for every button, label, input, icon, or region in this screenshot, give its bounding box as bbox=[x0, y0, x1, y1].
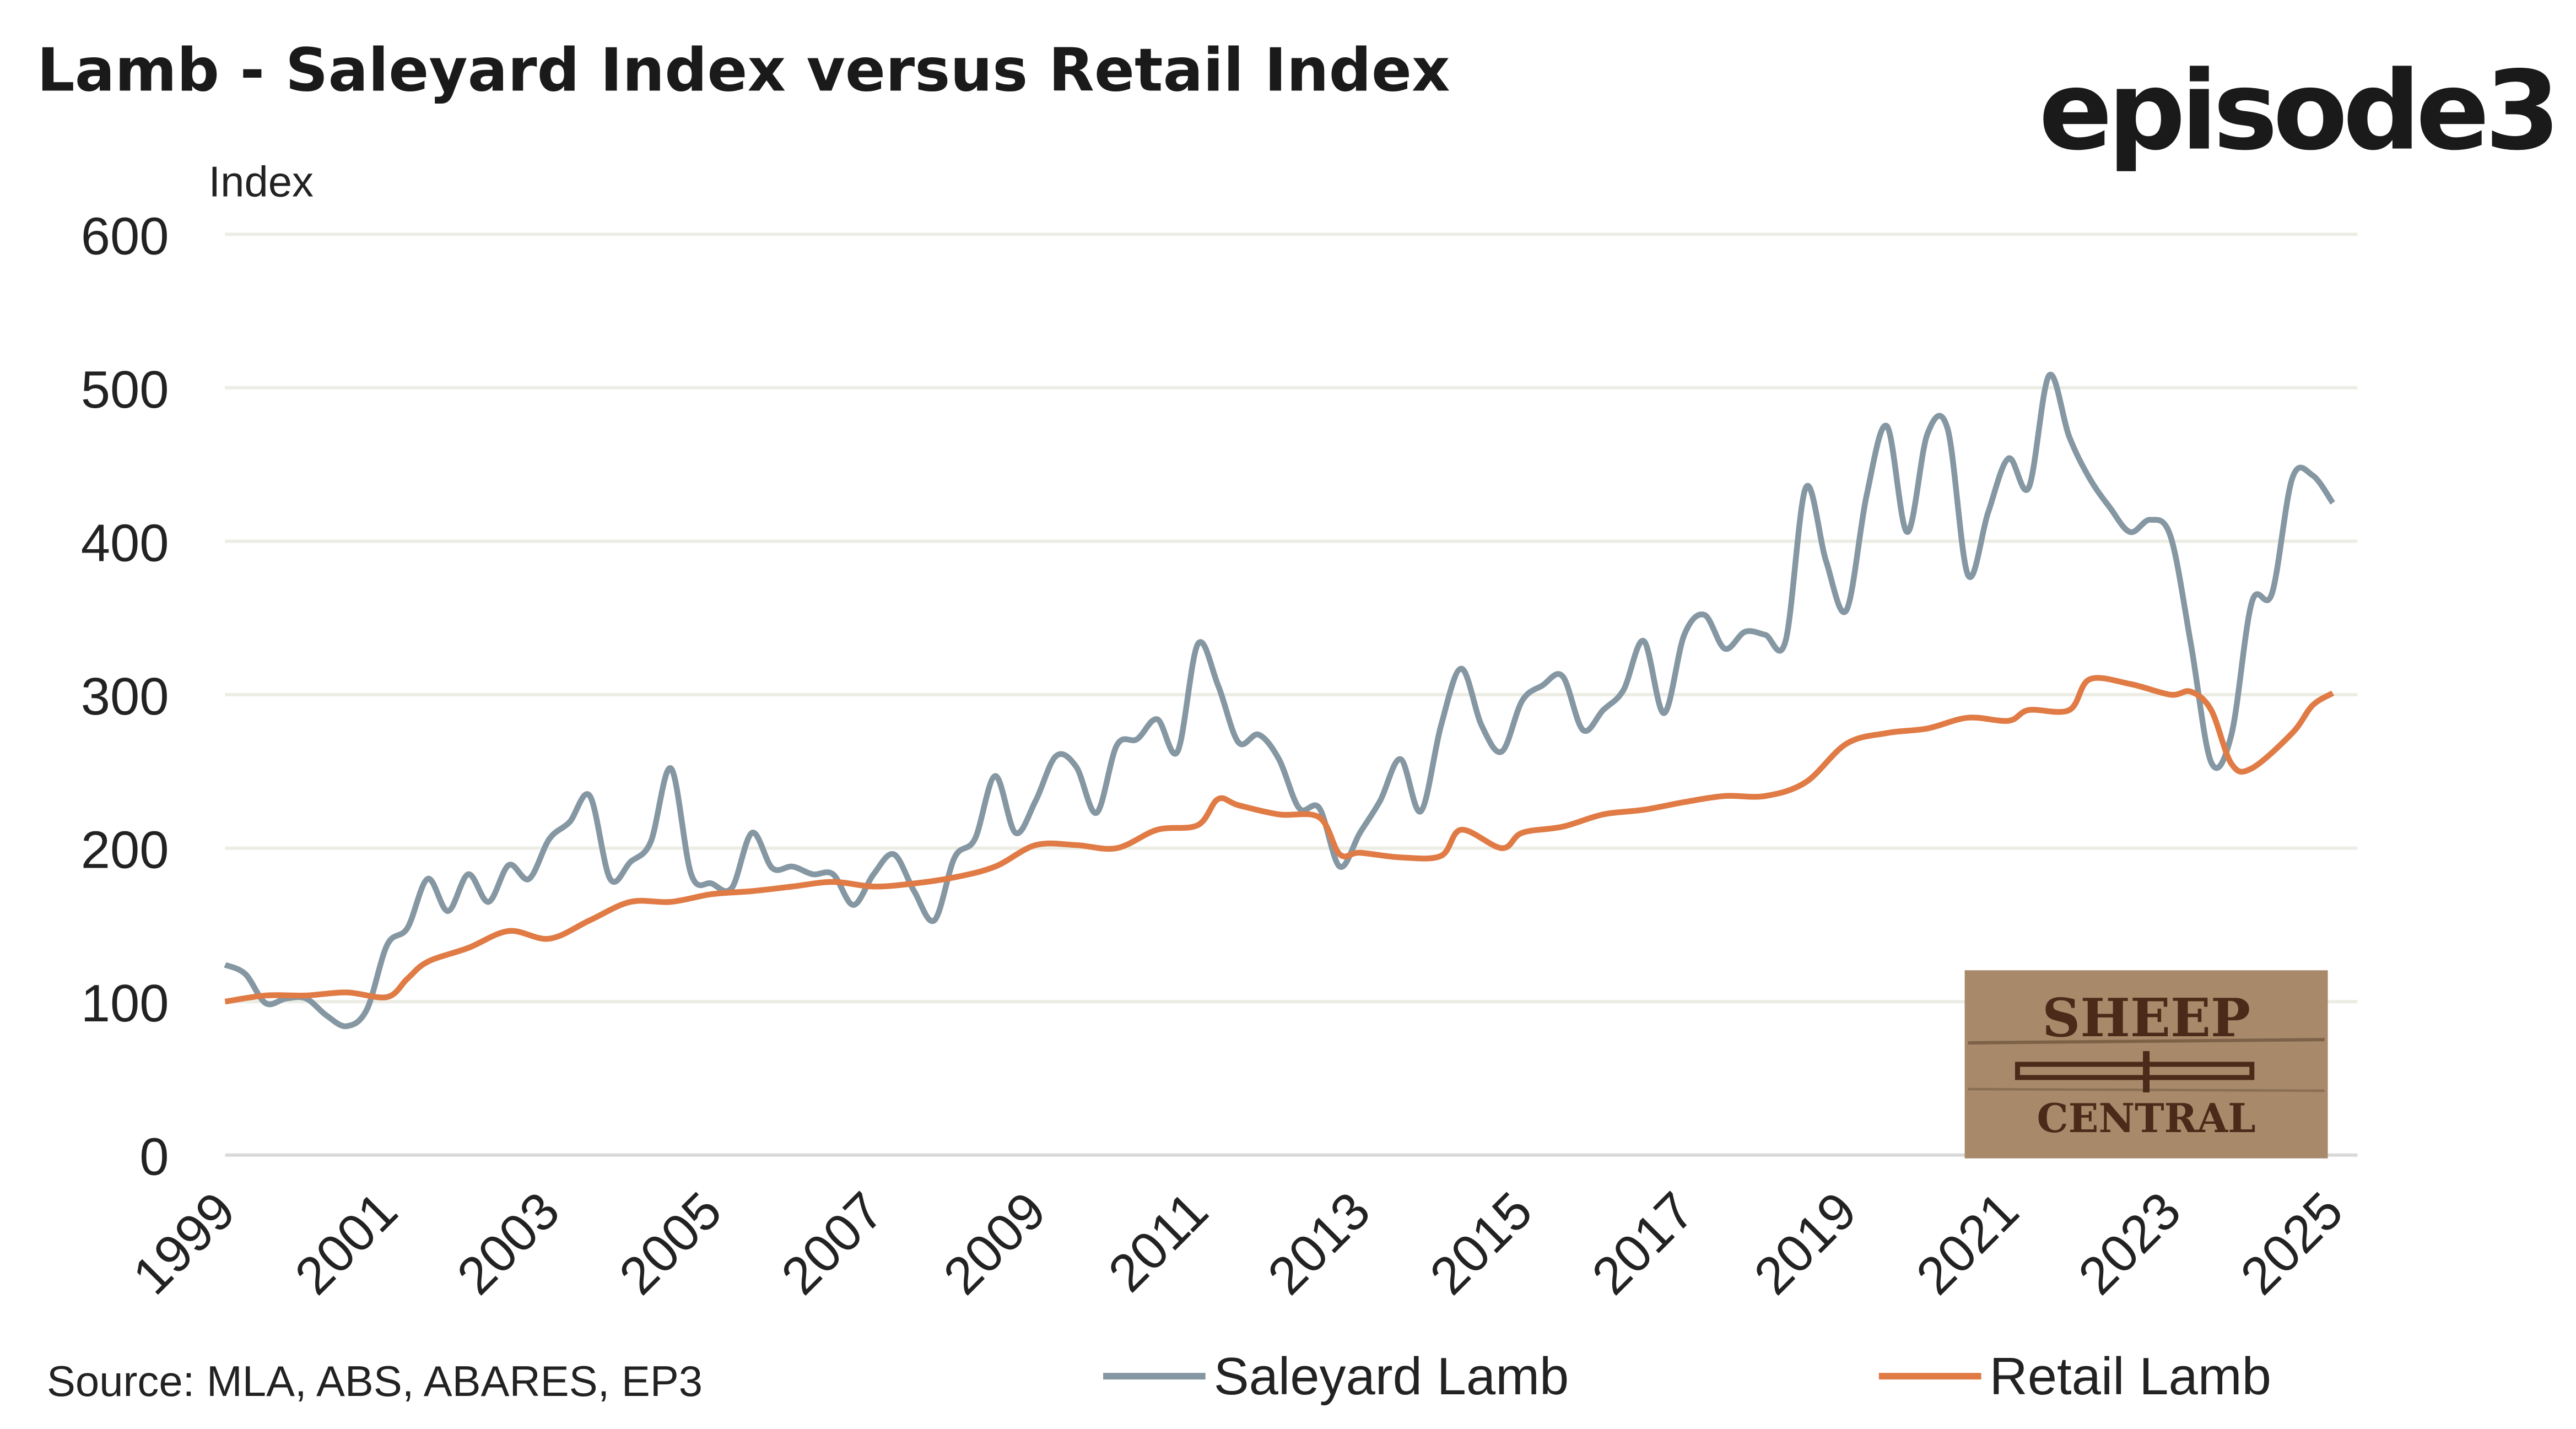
chart-title: Lamb - Saleyard Index versus Retail Inde… bbox=[37, 36, 1450, 105]
x-tick-label: 1999 bbox=[122, 1181, 246, 1306]
legend-label-saleyard: Saleyard Lamb bbox=[1214, 1347, 1569, 1406]
x-tick-label: 2009 bbox=[932, 1181, 1057, 1306]
y-axis-label: Index bbox=[209, 158, 314, 205]
x-tick-label: 2001 bbox=[284, 1181, 408, 1306]
series-line-retail bbox=[224, 675, 2335, 1005]
x-tick-label: 2019 bbox=[1743, 1181, 1867, 1306]
x-tick-label: 2017 bbox=[1581, 1181, 1705, 1306]
legend: Saleyard Lamb Retail Lamb bbox=[1103, 1347, 2271, 1406]
y-tick-label: 100 bbox=[81, 974, 169, 1033]
x-tick-label: 2011 bbox=[1097, 1181, 1219, 1303]
x-tick-label: 2003 bbox=[446, 1181, 570, 1306]
y-tick-label: 300 bbox=[81, 667, 169, 726]
x-ticks: 1999 2001 2003 2005 2007 2009 2011 2013 2015 2017… bbox=[122, 1181, 2354, 1306]
y-tick-label: 600 bbox=[81, 207, 169, 266]
x-tick-label: 2025 bbox=[2229, 1181, 2354, 1306]
series-line-saleyard bbox=[224, 371, 2335, 1030]
episode3-logo: episode3 bbox=[2039, 47, 2556, 175]
x-tick-label: 2013 bbox=[1257, 1181, 1381, 1306]
y-tick-label: 200 bbox=[81, 821, 169, 880]
source-note: Source: MLA, ABS, ABARES, EP3 bbox=[47, 1357, 703, 1405]
y-tick-label: 500 bbox=[81, 360, 169, 419]
x-tick-label: 2015 bbox=[1419, 1181, 1543, 1306]
legend-label-retail: Retail Lamb bbox=[1990, 1347, 2271, 1406]
y-ticks: 0 100 200 300 400 500 600 bbox=[81, 207, 169, 1186]
sheep-central-logo: SHEEP CENTRAL bbox=[1964, 970, 2328, 1159]
x-tick-label: 2007 bbox=[770, 1181, 895, 1306]
x-tick-label: 2005 bbox=[608, 1181, 733, 1306]
y-tick-label: 400 bbox=[81, 513, 169, 572]
series-lines bbox=[224, 371, 2335, 1030]
x-tick-label: 2023 bbox=[2067, 1181, 2192, 1306]
svg-text:CENTRAL: CENTRAL bbox=[2037, 1095, 2255, 1141]
y-tick-label: 0 bbox=[139, 1128, 169, 1187]
gridlines bbox=[225, 232, 2358, 1157]
x-tick-label: 2021 bbox=[1905, 1181, 2029, 1306]
svg-text:SHEEP: SHEEP bbox=[2042, 987, 2250, 1049]
